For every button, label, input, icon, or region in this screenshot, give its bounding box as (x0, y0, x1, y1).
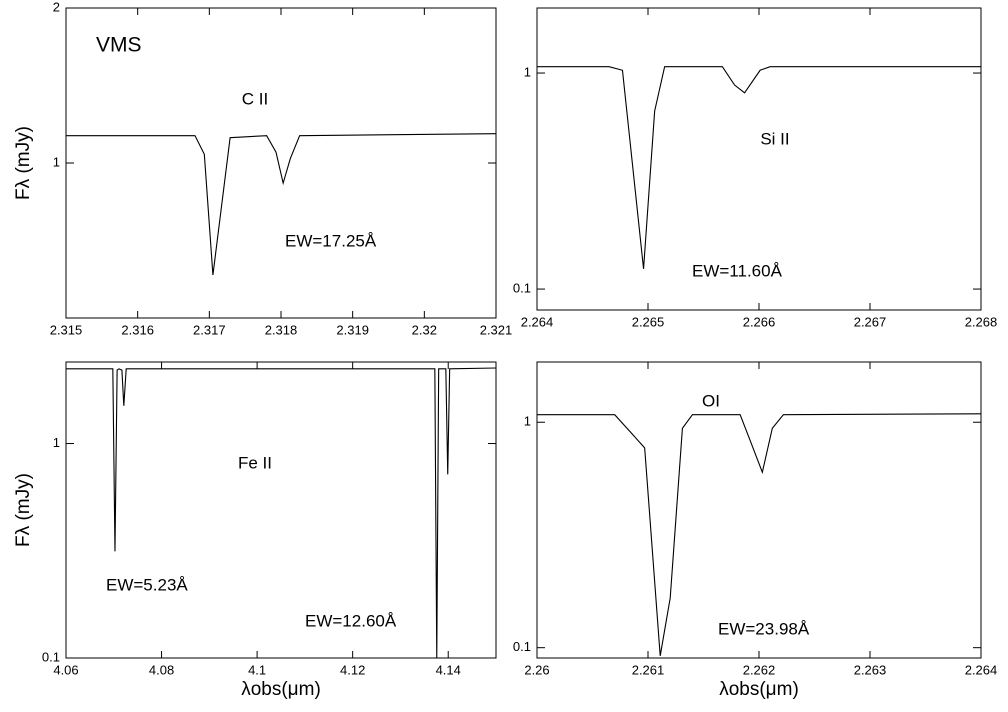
x-axis-label: λobs(μm) (241, 679, 321, 700)
spectrum-line (537, 66, 981, 269)
plot-frame (536, 361, 982, 659)
y-tick-label: 1 (53, 154, 60, 169)
x-tick-label: 2.262 (743, 662, 776, 677)
x-tick-label: 2.264 (521, 314, 554, 329)
x-tick-label: 2.263 (854, 662, 887, 677)
x-tick-label: 2.316 (121, 322, 154, 337)
x-tick-label: 4.1 (248, 662, 266, 677)
x-tick-label: 2.321 (480, 322, 513, 337)
annotation: VMS (96, 34, 142, 57)
y-tick-label: 2 (53, 0, 60, 14)
x-tick-label: 2.32 (412, 322, 437, 337)
x-tick-label: 4.06 (53, 662, 78, 677)
annotation: EW=12.60Å (305, 611, 397, 630)
y-tick-label: 0.1 (513, 281, 531, 296)
annotation: Si II (760, 129, 789, 148)
x-tick-label: 4.08 (149, 662, 174, 677)
x-tick-label: 2.261 (632, 662, 665, 677)
y-tick-label: 1 (53, 435, 60, 450)
annotation: C II (242, 89, 268, 108)
x-tick-label: 2.268 (965, 314, 998, 329)
x-axis-label: λobs(μm) (719, 679, 799, 700)
x-tick-label: 2.267 (854, 314, 887, 329)
y-tick-label: 0.1 (513, 639, 531, 654)
x-tick-label: 2.318 (265, 322, 298, 337)
spectrum-line (537, 413, 981, 656)
x-tick-label: 2.315 (50, 322, 83, 337)
plot-frame (65, 361, 497, 659)
spectrum-line (66, 133, 496, 276)
annotation: EW=17.25Å (285, 231, 377, 250)
x-tick-label: 4.12 (340, 662, 365, 677)
y-axis-label: Fλ (mJy) (13, 126, 34, 200)
x-tick-label: 2.264 (965, 662, 998, 677)
annotation: EW=5.23Å (106, 575, 188, 594)
x-tick-label: 2.265 (632, 314, 665, 329)
annotation: EW=11.60Å (692, 261, 783, 280)
x-tick-label: 4.14 (436, 662, 461, 677)
x-tick-label: 2.317 (193, 322, 226, 337)
x-tick-label: 2.26 (524, 662, 549, 677)
annotation: EW=23.98Å (718, 619, 810, 638)
annotation: Fe II (238, 453, 272, 472)
y-tick-label: 1 (524, 64, 531, 79)
annotation: OI (702, 391, 720, 410)
spectrum-line (66, 367, 496, 659)
y-tick-label: 1 (524, 414, 531, 429)
y-axis-label: Fλ (mJy) (13, 473, 34, 547)
x-tick-label: 2.266 (743, 314, 776, 329)
y-tick-label: 0.1 (42, 649, 60, 664)
x-tick-label: 2.319 (336, 322, 369, 337)
